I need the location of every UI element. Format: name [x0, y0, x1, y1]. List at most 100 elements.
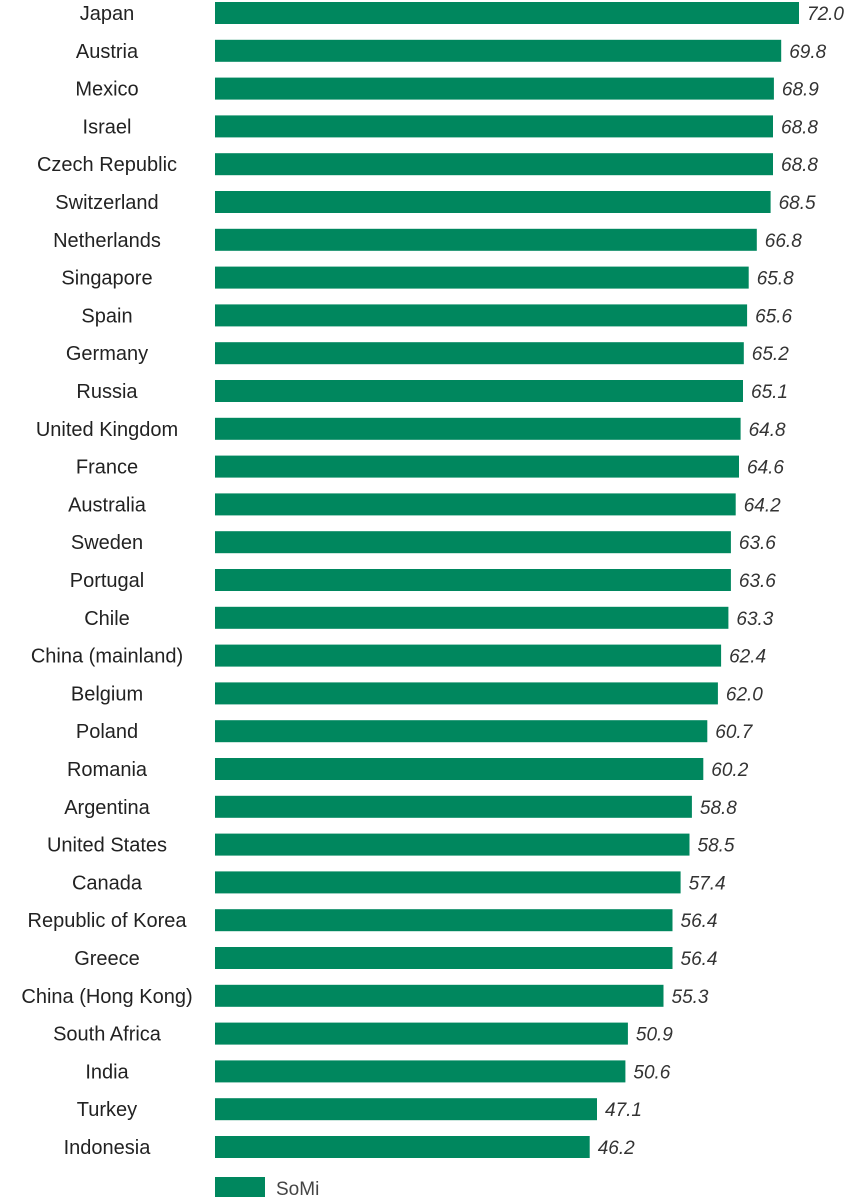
category-label: Japan — [80, 3, 135, 25]
value-label: 47.1 — [605, 1100, 642, 1121]
bar — [215, 909, 673, 932]
category-label: Canada — [72, 872, 143, 894]
category-labels: Japan Austria Mexico Israel Czech Republic Sw… — [21, 3, 192, 1159]
bar — [215, 871, 681, 894]
bar — [215, 77, 774, 100]
category-label: Israel — [83, 116, 132, 138]
category-label: Chile — [84, 608, 130, 630]
value-label: 68.5 — [779, 193, 816, 214]
legend-swatch — [215, 1177, 265, 1197]
bar — [215, 115, 773, 138]
category-label: Germany — [66, 343, 148, 365]
category-label: Sweden — [71, 532, 143, 554]
category-label: Indonesia — [64, 1137, 152, 1159]
value-label: 65.8 — [757, 269, 794, 290]
category-label: Portugal — [70, 570, 145, 592]
bar — [215, 153, 773, 176]
category-label: Republic of Korea — [28, 910, 188, 932]
value-label: 62.4 — [729, 647, 766, 668]
bar — [215, 682, 718, 705]
value-labels: 72.0 69.8 68.9 68.8 68.8 68.5 66.8 65.8 65.6 65.2… — [598, 4, 845, 1159]
category-label: Netherlands — [53, 230, 161, 252]
bar — [215, 833, 690, 856]
value-label: 68.8 — [781, 117, 818, 138]
category-label: Australia — [68, 494, 147, 516]
value-label: 63.3 — [736, 609, 773, 630]
bar — [215, 304, 748, 327]
category-label: France — [76, 457, 138, 479]
category-label: Singapore — [61, 268, 152, 290]
bar — [215, 266, 749, 289]
value-label: 50.9 — [636, 1025, 673, 1046]
bar — [215, 1136, 590, 1158]
bar — [215, 493, 736, 516]
bar — [215, 606, 729, 629]
value-label: 56.4 — [681, 911, 718, 932]
legend: SoMi — [215, 1177, 319, 1200]
value-label: 64.6 — [747, 458, 784, 479]
value-label: 62.0 — [726, 684, 763, 705]
value-label: 66.8 — [765, 231, 802, 252]
category-label: Greece — [74, 948, 140, 970]
category-label: China (mainland) — [31, 646, 183, 668]
value-label: 56.4 — [681, 949, 718, 970]
bar — [215, 569, 731, 591]
value-label: 46.2 — [598, 1138, 635, 1159]
category-label: United States — [47, 835, 167, 857]
value-label: 58.5 — [698, 836, 735, 857]
value-label: 57.4 — [689, 873, 726, 894]
value-label: 60.7 — [715, 722, 753, 743]
category-label: Turkey — [77, 1099, 137, 1121]
bar — [215, 1022, 628, 1045]
value-label: 50.6 — [633, 1062, 670, 1083]
value-label: 69.8 — [789, 42, 826, 63]
value-label: 65.1 — [751, 382, 788, 403]
category-label: Austria — [76, 41, 139, 63]
value-label: 65.6 — [755, 306, 792, 327]
bar — [215, 720, 708, 743]
bar — [215, 758, 704, 780]
bar — [215, 191, 771, 213]
bar — [215, 795, 692, 818]
category-label: Argentina — [64, 797, 150, 819]
value-label: 58.8 — [700, 798, 737, 819]
bars — [215, 2, 799, 1158]
value-label: 72.0 — [807, 4, 844, 25]
bar — [215, 1060, 626, 1083]
value-label: 68.9 — [782, 80, 819, 101]
category-label: Switzerland — [55, 192, 158, 214]
category-label: Poland — [76, 721, 138, 743]
bar — [215, 531, 731, 554]
category-label: Czech Republic — [37, 154, 177, 176]
bar — [215, 380, 743, 402]
category-label: Spain — [81, 305, 132, 327]
category-label: Mexico — [75, 79, 138, 101]
bar — [215, 947, 673, 969]
bar — [215, 228, 757, 251]
value-label: 63.6 — [739, 533, 776, 554]
bar — [215, 984, 664, 1007]
category-label: United Kingdom — [36, 419, 178, 441]
bar — [215, 455, 739, 478]
value-label: 60.2 — [711, 760, 748, 781]
category-label: Romania — [67, 759, 148, 781]
bar — [215, 644, 722, 667]
legend-label: SoMi — [276, 1179, 319, 1200]
category-label: Belgium — [71, 683, 143, 705]
value-label: 65.2 — [752, 344, 789, 365]
bar — [215, 39, 782, 62]
bar — [215, 417, 741, 440]
value-label: 63.6 — [739, 571, 776, 592]
category-label: China (Hong Kong) — [21, 986, 192, 1008]
value-label: 64.8 — [749, 420, 786, 441]
value-label: 64.2 — [744, 495, 781, 516]
bar — [215, 342, 744, 365]
bar — [215, 2, 799, 24]
category-label: South Africa — [53, 1024, 162, 1046]
value-label: 68.8 — [781, 155, 818, 176]
value-label: 55.3 — [672, 987, 709, 1008]
bar — [215, 1098, 597, 1121]
category-label: Russia — [76, 381, 138, 403]
category-label: India — [85, 1061, 129, 1083]
